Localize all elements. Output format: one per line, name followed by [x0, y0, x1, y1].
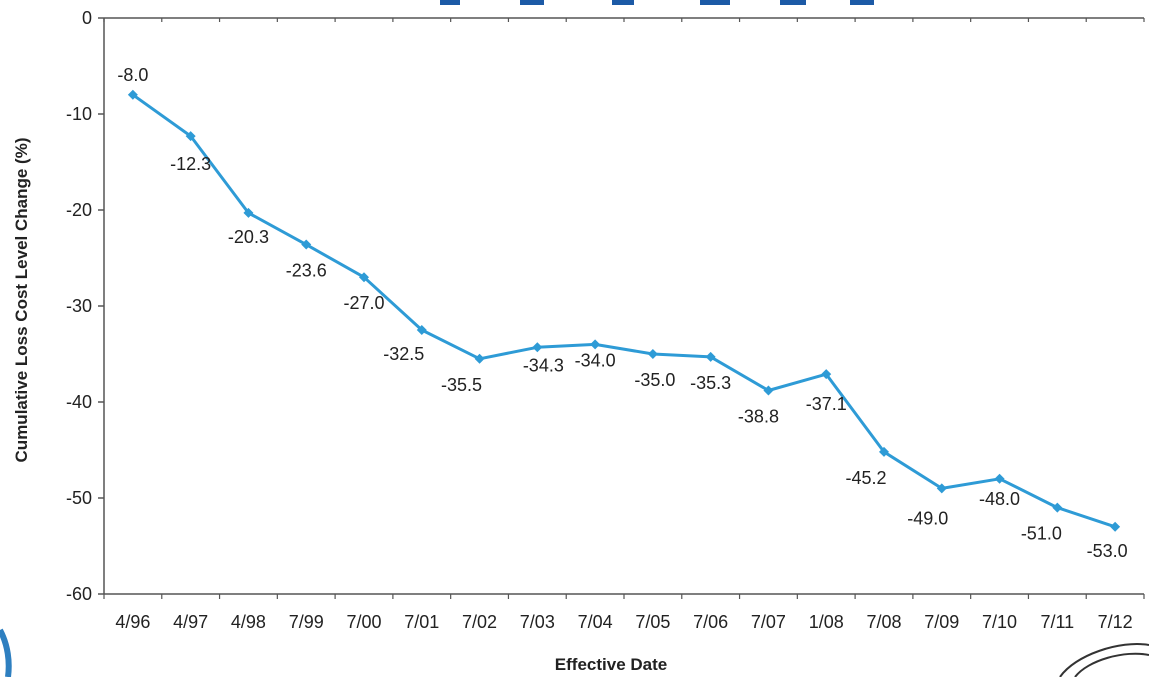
- data-label: -38.8: [738, 406, 779, 426]
- data-point-marker: [994, 473, 1005, 484]
- x-tick-label: 7/03: [520, 612, 555, 632]
- data-point-marker: [243, 207, 254, 218]
- x-tick-label: 4/97: [173, 612, 208, 632]
- data-point-marker: [1052, 502, 1063, 513]
- data-point-marker: [821, 369, 832, 380]
- x-tick-label: 7/08: [866, 612, 901, 632]
- x-tick-label: 7/00: [346, 612, 381, 632]
- x-axis-ticks: 4/96 4/97 4/98 7/99 7/00 7/01 7/02 7/03 7/04 7/05…: [103, 18, 1145, 632]
- data-point-marker: [359, 272, 369, 283]
- data-labels: -8.0-12.3-20.3-23.6-27.0-32.5-35.5-34.3-…: [117, 65, 1127, 561]
- data-point-marker: [705, 351, 716, 362]
- title-fragment-1: [440, 0, 460, 5]
- data-label: -23.6: [286, 261, 327, 281]
- x-axis-title: Effective Date: [555, 655, 667, 674]
- data-label: -8.0: [117, 65, 148, 85]
- data-label: -32.5: [383, 344, 424, 364]
- data-point-marker: [301, 239, 312, 250]
- y-tick-label: -50: [66, 488, 92, 508]
- data-point-marker: [474, 353, 485, 364]
- x-tick-label: 7/02: [462, 612, 497, 632]
- title-fragment-6: [850, 0, 874, 5]
- clipped-title-fragment: [440, 0, 874, 5]
- x-tick-label: 7/01: [404, 612, 439, 632]
- data-label: -35.0: [634, 370, 675, 390]
- y-axis-title: Cumulative Loss Cost Level Change (%): [12, 138, 31, 463]
- data-point-marker: [1110, 521, 1121, 532]
- x-tick-label: 4/98: [231, 612, 266, 632]
- data-label: -12.3: [170, 154, 211, 174]
- x-tick-label: 7/11: [1040, 612, 1074, 632]
- corner-arc: [0, 628, 12, 677]
- data-point-marker: [532, 342, 543, 353]
- title-fragment-3: [612, 0, 634, 5]
- data-point-marker: [590, 339, 601, 350]
- y-tick-label: -20: [66, 200, 92, 220]
- data-label: -45.2: [845, 468, 886, 488]
- data-label: -51.0: [1021, 524, 1062, 544]
- y-tick-label: -10: [66, 104, 92, 124]
- data-point-marker: [127, 89, 138, 100]
- data-label: -49.0: [907, 508, 948, 528]
- x-tick-label: 7/07: [751, 612, 786, 632]
- y-tick-label: 0: [82, 8, 92, 28]
- data-point-marker: [763, 385, 774, 396]
- data-label: -20.3: [228, 227, 269, 247]
- logo-swirl-1: [1059, 643, 1149, 677]
- data-point-marker: [647, 349, 658, 359]
- y-tick-label: -40: [66, 392, 92, 412]
- data-label: -53.0: [1087, 541, 1128, 561]
- data-label: -34.3: [523, 355, 564, 375]
- series-line: [132, 93, 1116, 529]
- data-label: -27.0: [343, 293, 384, 313]
- title-fragment-2: [520, 0, 544, 5]
- y-axis-ticks: 0 -10 -20 -30 -40 -50 -60: [66, 8, 104, 604]
- logo-swirl-2: [1074, 652, 1149, 677]
- x-tick-label: 7/09: [924, 612, 959, 632]
- x-tick-label: 1/08: [809, 612, 844, 632]
- x-tick-label: 7/10: [982, 612, 1017, 632]
- y-tick-label: -30: [66, 296, 92, 316]
- data-point-marker: [185, 131, 196, 142]
- x-tick-label: 7/04: [578, 612, 613, 632]
- x-tick-label: 7/06: [693, 612, 728, 632]
- x-tick-label: 7/12: [1098, 612, 1133, 632]
- data-label: -37.1: [806, 394, 847, 414]
- y-tick-label: -60: [66, 584, 92, 604]
- data-label: -48.0: [979, 489, 1020, 509]
- x-tick-label: 4/96: [115, 612, 150, 632]
- data-label: -35.5: [441, 375, 482, 395]
- data-label: -34.0: [575, 350, 616, 370]
- corner-decoration: [0, 628, 1149, 677]
- data-point-marker: [416, 325, 427, 335]
- data-point-marker: [936, 483, 947, 494]
- data-label: -35.3: [690, 373, 731, 393]
- x-tick-label: 7/99: [289, 612, 324, 632]
- title-fragment-4: [700, 0, 730, 5]
- title-fragment-5: [780, 0, 806, 5]
- series-group: [127, 89, 1121, 532]
- x-tick-label: 7/05: [635, 612, 670, 632]
- data-point-marker: [879, 446, 889, 457]
